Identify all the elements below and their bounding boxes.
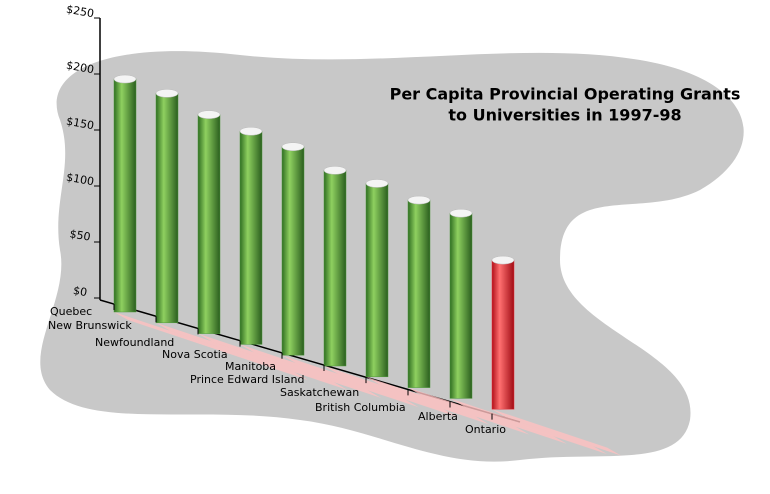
bar [407, 199, 431, 388]
x-tick-label: Ontario [465, 423, 506, 436]
x-tick-label: British Columbia [315, 401, 406, 414]
chart-title: Per Capita Provincial Operating Grants [390, 85, 741, 104]
x-tick-label: Quebec [50, 305, 92, 318]
x-tick-label: Saskatchewan [280, 386, 359, 399]
shadow [114, 312, 308, 380]
shadow [156, 322, 348, 390]
y-tick-label: $150 [65, 115, 95, 133]
bar-cap [113, 74, 137, 84]
y-tick-label: $250 [65, 3, 95, 21]
shadow [240, 344, 419, 408]
bar [113, 78, 137, 313]
y-tick-label: $0 [72, 284, 88, 299]
bar [155, 93, 179, 324]
bar [281, 146, 305, 356]
bar [449, 212, 473, 399]
shadow [450, 398, 608, 455]
y-tick-label: $50 [69, 227, 92, 243]
bar-cap [323, 166, 347, 175]
bar [323, 170, 347, 367]
bar-cap [239, 126, 263, 136]
x-tick-label: New Brunswick [48, 319, 132, 332]
bar-cap [281, 142, 305, 151]
shadow [198, 333, 382, 398]
shadow [282, 355, 458, 417]
bar-cap [365, 179, 389, 188]
bar-cap [155, 89, 179, 98]
x-tick-label: Newfoundland [95, 336, 174, 349]
shadow [408, 387, 567, 444]
bar [197, 114, 221, 334]
bar [239, 130, 263, 345]
bar [365, 183, 389, 378]
bar-cap [197, 110, 221, 119]
shadow [324, 366, 490, 425]
y-tick-label: $200 [65, 59, 95, 77]
x-tick-label: Manitoba [225, 360, 276, 373]
bar-cap [449, 208, 473, 218]
shadow [366, 376, 530, 435]
y-tick-label: $100 [65, 171, 95, 189]
x-tick-label: Nova Scotia [162, 348, 228, 361]
bar-cap [491, 255, 515, 265]
x-tick-label: Prince Edward Island [190, 373, 305, 386]
shadow [492, 409, 622, 456]
bar [491, 259, 515, 410]
bar-cap [407, 195, 431, 205]
chart-subtitle: to Universities in 1997-98 [448, 106, 681, 125]
x-tick-label: Alberta [418, 410, 458, 423]
